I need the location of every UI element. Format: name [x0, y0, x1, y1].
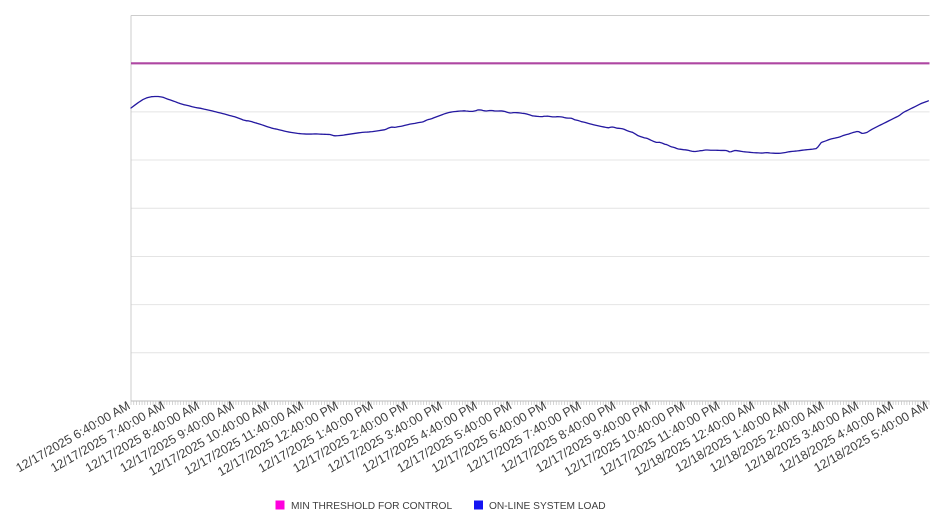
svg-text:ON-LINE SYSTEM LOAD: ON-LINE SYSTEM LOAD [489, 501, 606, 512]
svg-text:MIN THRESHOLD FOR CONTROL: MIN THRESHOLD FOR CONTROL [291, 501, 452, 512]
